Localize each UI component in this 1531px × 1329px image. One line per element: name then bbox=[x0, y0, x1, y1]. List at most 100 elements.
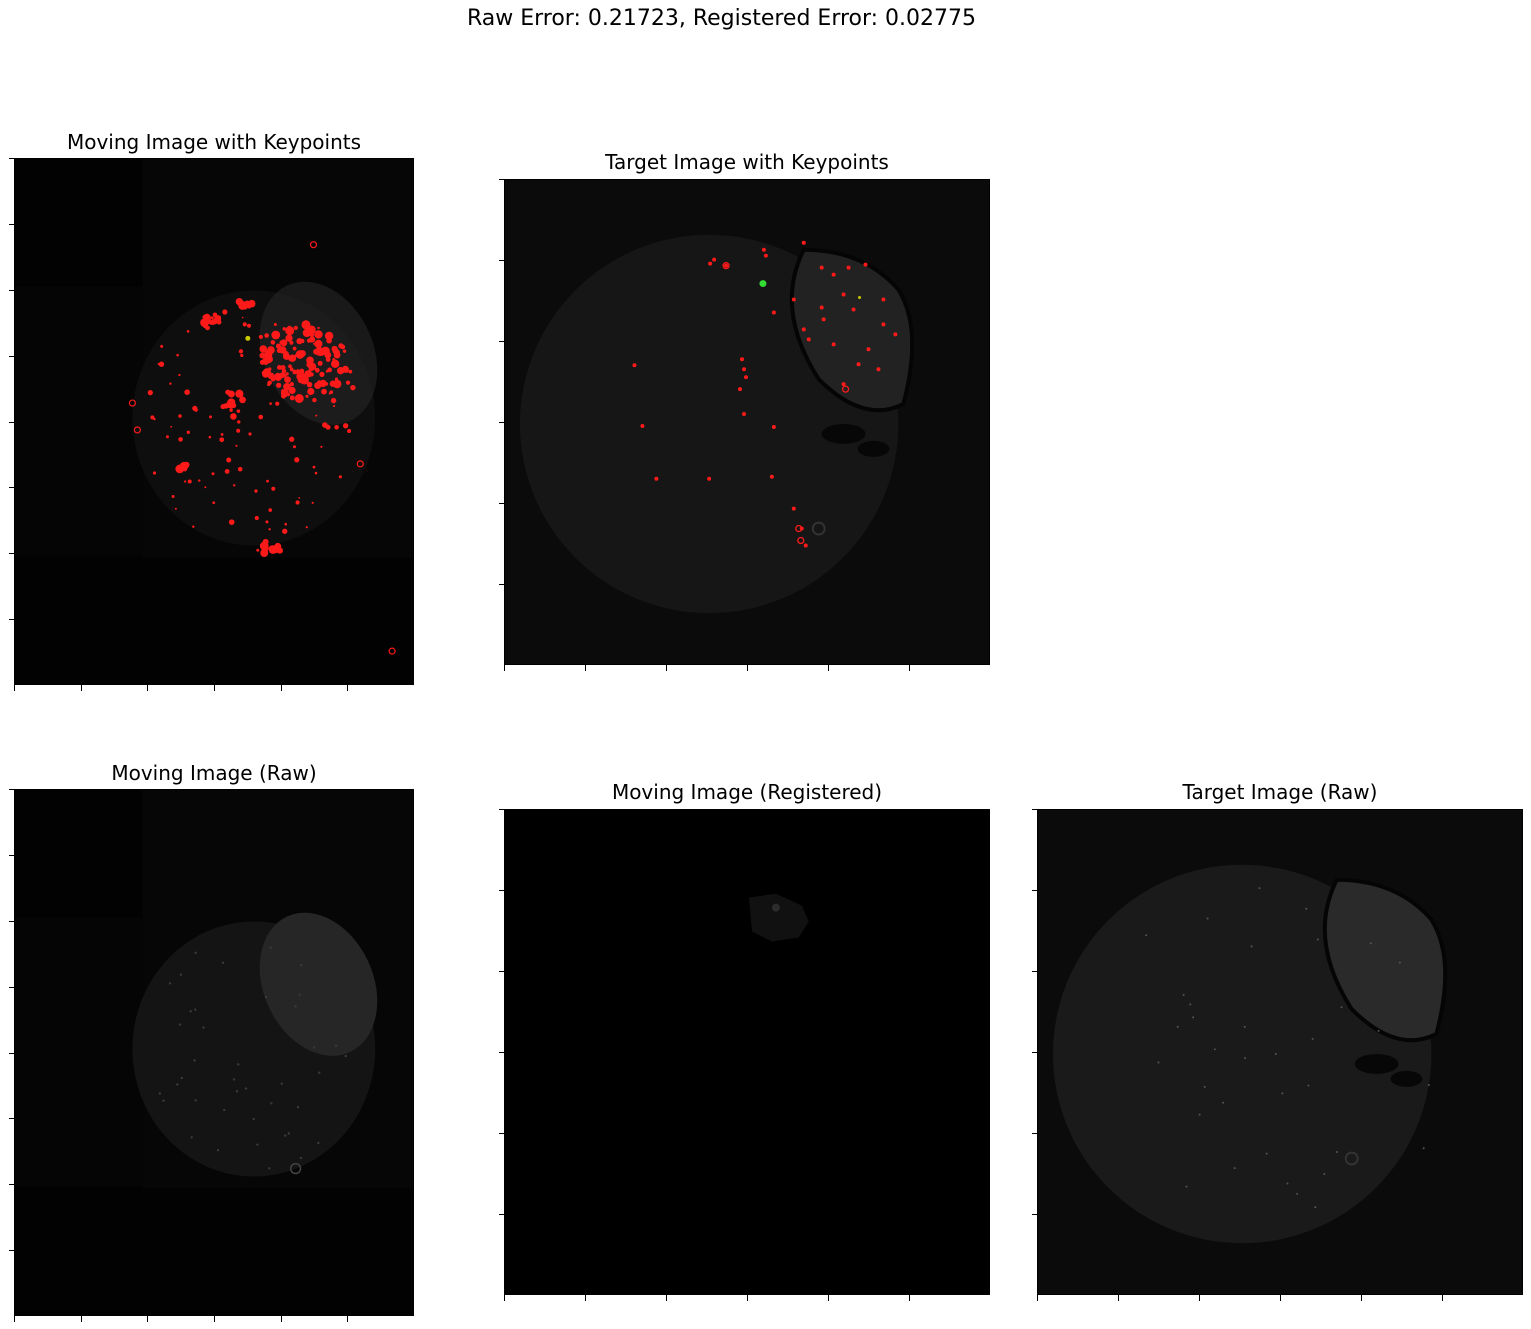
keypoint bbox=[819, 305, 824, 310]
keypoint bbox=[289, 367, 294, 372]
keypoint bbox=[209, 415, 213, 419]
keypoint bbox=[207, 319, 211, 322]
keypoint bbox=[158, 361, 165, 367]
keypoint bbox=[331, 359, 340, 369]
keypoint bbox=[345, 380, 351, 385]
keypoint bbox=[863, 262, 868, 267]
keypoint bbox=[311, 501, 314, 504]
keypoint bbox=[791, 506, 796, 511]
y-tick bbox=[499, 971, 504, 972]
tissue-speck bbox=[168, 982, 172, 985]
y-tick bbox=[499, 341, 504, 342]
x-tick bbox=[281, 1316, 282, 1322]
tissue-speck bbox=[318, 1071, 321, 1074]
keypoint-ring bbox=[795, 524, 803, 533]
y-tick bbox=[9, 224, 14, 225]
keypoint bbox=[219, 437, 225, 443]
tissue-lobule bbox=[259, 912, 378, 1056]
tissue-speck bbox=[270, 1102, 273, 1105]
tissue-speck bbox=[296, 1105, 300, 1109]
keypoint bbox=[806, 337, 811, 342]
keypoint bbox=[771, 424, 776, 429]
keypoint bbox=[292, 369, 298, 375]
keypoint-match bbox=[858, 296, 862, 300]
keypoint bbox=[307, 326, 315, 334]
tissue-speck bbox=[1198, 1113, 1201, 1116]
keypoint bbox=[724, 263, 729, 268]
keypoint bbox=[846, 265, 851, 270]
keypoint bbox=[292, 346, 297, 351]
keypoint bbox=[178, 414, 182, 418]
y-tick bbox=[9, 789, 14, 790]
tissue-speck bbox=[1233, 1167, 1236, 1170]
keypoint bbox=[285, 326, 295, 336]
keypoint-ring bbox=[841, 385, 850, 393]
keypoint bbox=[285, 334, 293, 342]
tissue-speck bbox=[268, 1167, 271, 1170]
keypoint bbox=[742, 412, 747, 417]
keypoint bbox=[312, 465, 316, 469]
keypoint bbox=[273, 322, 277, 326]
keypoint bbox=[866, 347, 871, 352]
tissue-speck bbox=[1250, 945, 1253, 948]
keypoint bbox=[254, 489, 258, 493]
x-tick bbox=[1280, 1295, 1281, 1301]
tissue-lobule bbox=[1322, 877, 1448, 1043]
x-tick bbox=[666, 665, 667, 671]
x-tick bbox=[147, 685, 148, 691]
tissue-speck bbox=[221, 961, 225, 965]
panel-title-target-raw: Target Image (Raw) bbox=[1182, 780, 1378, 804]
keypoint bbox=[283, 382, 291, 391]
keypoint bbox=[738, 387, 743, 392]
x-tick bbox=[1118, 1295, 1119, 1301]
moving-registered-image bbox=[505, 810, 989, 1294]
keypoint bbox=[307, 387, 315, 396]
keypoint bbox=[224, 469, 230, 474]
y-tick bbox=[9, 553, 14, 554]
y-tick bbox=[499, 503, 504, 504]
keypoint bbox=[819, 265, 824, 270]
y-tick bbox=[499, 422, 504, 423]
y-tick bbox=[9, 987, 14, 988]
tissue-speck bbox=[1314, 1206, 1317, 1209]
x-tick bbox=[585, 1295, 586, 1301]
keypoint bbox=[186, 430, 191, 434]
image-tile bbox=[15, 286, 143, 556]
keypoint bbox=[293, 445, 296, 449]
tissue-speck bbox=[1323, 1173, 1326, 1175]
y-tick bbox=[1032, 1214, 1037, 1215]
keypoint bbox=[152, 471, 157, 475]
y-tick bbox=[499, 890, 504, 891]
tissue-speck bbox=[202, 1026, 205, 1029]
tissue-speck bbox=[1206, 917, 1209, 920]
keypoint bbox=[235, 297, 244, 306]
keypoint bbox=[881, 322, 886, 327]
keypoint bbox=[801, 240, 806, 245]
keypoint-ring bbox=[722, 262, 730, 270]
tissue-speck bbox=[256, 1143, 259, 1146]
x-tick bbox=[14, 1316, 15, 1322]
tissue-speck bbox=[193, 1059, 196, 1062]
keypoint-match bbox=[245, 335, 251, 341]
keypoint bbox=[205, 325, 210, 331]
tissue-speck bbox=[180, 1076, 183, 1080]
keypoint bbox=[632, 363, 637, 368]
keypoint bbox=[342, 423, 349, 429]
x-tick bbox=[281, 685, 282, 691]
y-tick bbox=[1032, 809, 1037, 810]
tissue-speck bbox=[1274, 1052, 1277, 1055]
tissue-speck bbox=[1307, 1084, 1310, 1087]
keypoint bbox=[335, 350, 340, 355]
y-tick bbox=[1032, 890, 1037, 891]
keypoint bbox=[308, 367, 314, 372]
keypoint bbox=[299, 395, 303, 399]
tissue-speck bbox=[1281, 1092, 1284, 1095]
keypoint bbox=[240, 353, 244, 358]
x-tick bbox=[347, 685, 348, 691]
keypoint bbox=[267, 382, 271, 387]
keypoint bbox=[183, 461, 190, 468]
keypoint bbox=[338, 343, 344, 349]
keypoint bbox=[187, 479, 192, 484]
keypoint bbox=[342, 349, 347, 353]
keypoint bbox=[220, 433, 224, 436]
